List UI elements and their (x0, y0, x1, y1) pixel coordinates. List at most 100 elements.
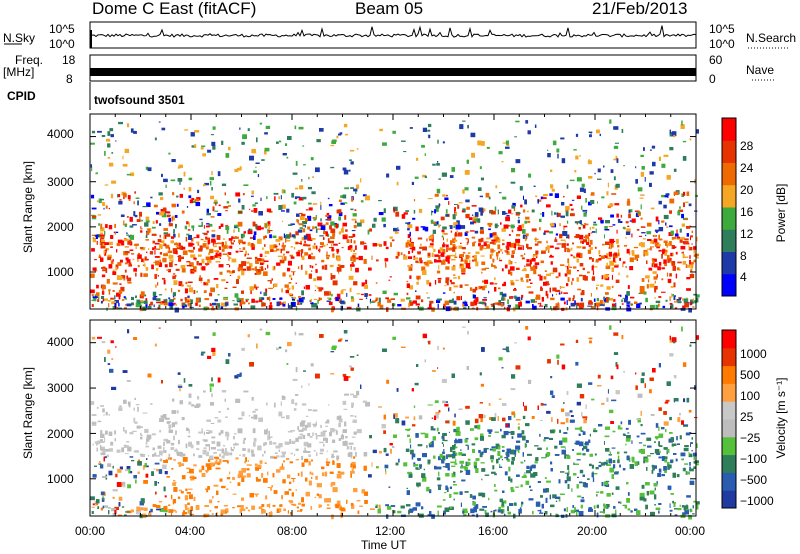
power-cell (300, 303, 302, 305)
power-cell (666, 243, 668, 248)
power-cell (396, 251, 400, 257)
power-cell (213, 245, 217, 248)
power-cell (498, 192, 502, 194)
power-cell (209, 303, 212, 305)
power-cell (574, 170, 577, 173)
power-cell (655, 300, 661, 303)
power-cell (90, 142, 95, 145)
power-cell (445, 194, 448, 197)
power-cell (417, 252, 421, 255)
power-cell (206, 263, 208, 266)
power-cell (254, 266, 257, 271)
power-cell (461, 264, 463, 266)
power-cell (353, 281, 358, 286)
power-cell (499, 291, 503, 296)
power-cell (590, 200, 595, 204)
power-cell (504, 264, 508, 269)
power-cell (170, 179, 176, 182)
power-cell (143, 273, 148, 277)
velocity-cell (628, 457, 631, 462)
power-cell (341, 247, 344, 249)
power-cell (598, 258, 602, 261)
power-cell (655, 231, 658, 233)
power-cell (102, 202, 105, 206)
power-cell (252, 221, 256, 227)
power-cell (556, 243, 562, 245)
power-cell (421, 299, 424, 303)
nsky-line (89, 25, 697, 38)
power-cell (186, 221, 189, 225)
power-cell (579, 155, 581, 157)
power-cell (296, 196, 301, 199)
power-cell (570, 247, 573, 251)
power-cell (641, 232, 646, 234)
velocity-cell (540, 495, 543, 498)
power-cell (331, 244, 333, 247)
power-cell (209, 304, 212, 306)
power-cell (576, 195, 581, 199)
power-cell (485, 192, 490, 198)
power-cell (601, 275, 604, 280)
power-cell (634, 210, 640, 212)
power-cell (461, 267, 466, 273)
power-cell (296, 251, 301, 257)
power-cell (464, 284, 469, 286)
power-cell (154, 245, 157, 250)
power-cell (582, 209, 588, 212)
power-cell (297, 303, 300, 305)
power-cell (535, 195, 538, 197)
power-cell (297, 219, 299, 224)
velocity-cell (171, 423, 173, 429)
power-cell (383, 223, 386, 228)
power-cell (573, 149, 577, 151)
power-cell (663, 204, 667, 209)
power-cell (452, 214, 456, 220)
power-cell (689, 274, 695, 279)
power-cell (191, 200, 197, 203)
power-cell (142, 264, 145, 266)
power-cell (676, 236, 680, 239)
velocity-cell (272, 504, 276, 507)
power-cell (393, 207, 395, 213)
power-cell (438, 279, 441, 284)
velocity-cell (585, 404, 587, 409)
power-cell (307, 236, 312, 241)
power-cell (280, 195, 282, 200)
power-panel-bg (90, 114, 696, 309)
velocity-cell (585, 441, 589, 446)
power-cell (239, 301, 242, 307)
power-cell (682, 251, 684, 254)
power-cell (663, 214, 669, 220)
power-cell (389, 276, 392, 278)
power-cell (480, 255, 485, 257)
power-cell (205, 263, 210, 265)
velocity-cell (481, 478, 483, 481)
power-cell (464, 187, 469, 191)
power-cell (620, 214, 623, 218)
power-cell (236, 279, 239, 284)
power-cell (514, 295, 517, 299)
power-cell (282, 220, 284, 222)
velocity-cell (383, 447, 387, 453)
power-cell (491, 210, 496, 215)
power-cell (510, 181, 516, 184)
power-cell (340, 305, 343, 311)
power-cell (118, 302, 120, 307)
power-cell (171, 159, 176, 163)
power-cell (372, 223, 376, 228)
power-cell (417, 251, 421, 253)
power-cell (192, 226, 194, 232)
velocity-cell (515, 419, 521, 421)
power-cell (609, 238, 615, 244)
power-cell (595, 258, 601, 261)
power-cell (343, 202, 348, 204)
power-cell (384, 258, 389, 262)
power-cell (556, 212, 561, 217)
power-cell (228, 256, 230, 261)
power-cell (282, 242, 284, 245)
power-cell (134, 191, 136, 194)
power-cell (325, 231, 328, 237)
power-cell (469, 287, 473, 291)
power-cell (96, 240, 98, 245)
power-cell (568, 297, 571, 302)
